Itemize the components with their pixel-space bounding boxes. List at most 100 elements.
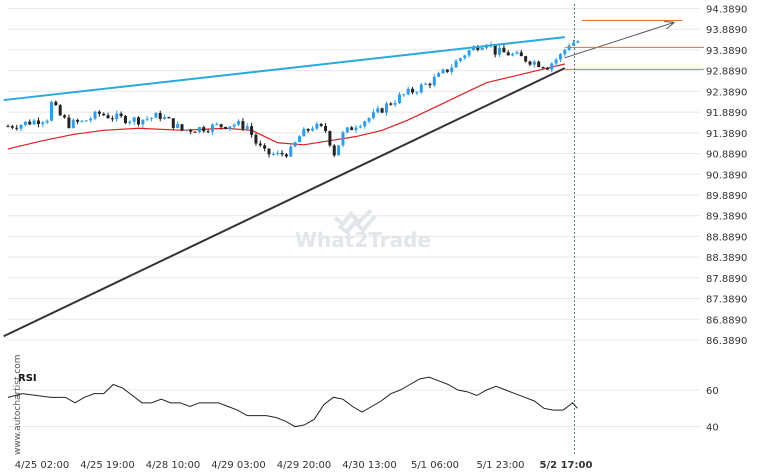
candle-body	[558, 54, 562, 60]
candle-body	[289, 146, 293, 157]
candle-body	[158, 113, 162, 119]
logo-icon	[333, 208, 377, 235]
candle-body	[537, 61, 541, 68]
x-tick-label: 4/25 19:00	[80, 460, 134, 471]
y-tick-label: 89.3890	[706, 212, 747, 223]
candle-body	[28, 121, 32, 125]
candle-body	[367, 117, 371, 122]
candle-body	[428, 83, 432, 86]
candle-body	[576, 41, 580, 43]
y-tick-label: 87.3890	[706, 295, 747, 306]
candle-body	[432, 76, 436, 86]
x-tick-label: 4/28 10:00	[146, 460, 200, 471]
candle-body	[250, 126, 254, 135]
candle-body	[280, 152, 284, 155]
candle-body	[458, 58, 462, 61]
x-axis: 4/25 02:00 4/25 19:00 4/28 10:00 4/29 03:00…	[15, 460, 593, 471]
candle-body	[528, 61, 532, 65]
candle-body	[202, 127, 206, 132]
candle-body	[71, 119, 75, 128]
candle-body	[284, 154, 288, 157]
rsi-tick-label: 40	[706, 423, 719, 434]
watermark: What2Trade	[295, 208, 431, 252]
x-tick-label: 4/30 13:00	[342, 460, 396, 471]
candle-body	[419, 84, 423, 93]
y-tick-label: 93.8890	[706, 25, 747, 36]
candle-body	[480, 47, 484, 50]
candle-body	[58, 105, 62, 116]
candle-body	[193, 131, 197, 133]
candle-body	[450, 67, 454, 72]
rsi-panel: RSI	[7, 373, 578, 428]
candle-body	[328, 131, 332, 146]
candle-body	[324, 125, 328, 132]
candle-body	[276, 152, 280, 154]
candle-body	[50, 101, 53, 121]
candle-body	[493, 44, 497, 55]
candle-body	[228, 126, 232, 129]
candle-body	[541, 67, 545, 69]
candle-body	[267, 148, 271, 155]
y-tick-label: 89.8890	[706, 191, 747, 202]
candle-body	[206, 131, 210, 133]
vertical-watermark: www.autochartist.com	[13, 354, 23, 455]
candle-body	[180, 124, 184, 131]
y-tick-label: 88.3890	[706, 253, 747, 264]
candle-body	[245, 126, 249, 129]
candle-body	[384, 103, 388, 113]
candle-body	[393, 103, 397, 105]
candle-body	[441, 69, 445, 74]
candle-body	[84, 120, 88, 122]
candle-body	[293, 142, 297, 147]
candle-body	[532, 61, 536, 65]
candle-body	[402, 94, 406, 96]
candle-body	[311, 128, 314, 131]
candle-body	[189, 129, 193, 132]
candle-body	[167, 117, 171, 119]
candle-body	[445, 69, 449, 72]
y-tick-label: 87.8890	[706, 274, 747, 285]
candle-body	[210, 124, 214, 132]
candle-body	[141, 119, 145, 125]
candle-body	[271, 153, 275, 155]
candle-body	[45, 120, 49, 123]
candle-body	[115, 113, 119, 119]
candle-body	[10, 126, 14, 128]
candle-body	[171, 118, 175, 128]
candle-body	[297, 136, 301, 143]
y-axis: 94.3890 93.8890 93.3890 92.8890 92.3890 91.88…	[706, 5, 747, 434]
candle-body	[6, 126, 10, 128]
candle-body	[315, 123, 319, 129]
candle-body	[454, 60, 458, 68]
candle-body	[123, 116, 127, 124]
candle-body	[341, 132, 345, 146]
y-tick-label: 90.8890	[706, 150, 747, 161]
candle-body	[363, 121, 367, 127]
candle-body	[232, 124, 236, 127]
y-tick-label: 91.3890	[706, 129, 747, 140]
y-tick-label: 86.3890	[706, 336, 747, 347]
trendlines	[3, 23, 674, 338]
candle-body	[145, 118, 149, 120]
candle-body	[332, 145, 336, 156]
candle-body	[389, 103, 393, 105]
rsi-line	[7, 376, 578, 428]
candle-body	[176, 124, 180, 128]
candle-body	[76, 119, 80, 122]
candle-body	[119, 113, 123, 117]
candle-body	[163, 117, 167, 119]
candle-body	[19, 124, 23, 129]
candle-body	[254, 134, 258, 144]
candle-body	[471, 46, 475, 51]
candle-body	[358, 126, 362, 128]
candle-body	[319, 123, 323, 126]
rsi-tick-label: 60	[706, 386, 719, 397]
candle-body	[224, 126, 227, 129]
candle-body	[197, 127, 201, 133]
candles	[6, 39, 580, 159]
candle-body	[106, 115, 110, 119]
candle-body	[415, 92, 419, 94]
candle-body	[554, 59, 558, 64]
candle-body	[219, 124, 223, 127]
x-tick-label: 5/2 17:00	[540, 460, 593, 471]
